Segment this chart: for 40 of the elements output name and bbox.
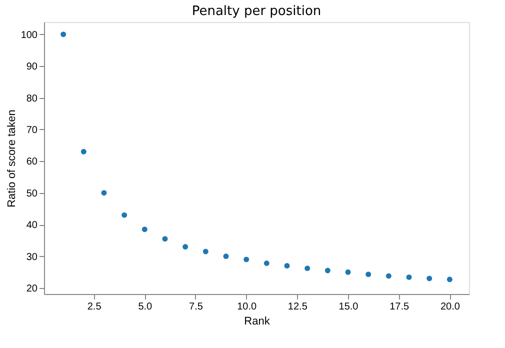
y-tick-label: 20: [26, 283, 38, 294]
point: [446, 276, 452, 282]
x-tick-label: 12.5: [288, 302, 308, 312]
point: [182, 244, 188, 250]
point: [304, 266, 310, 272]
point: [345, 269, 351, 275]
point: [101, 190, 107, 196]
point: [366, 272, 372, 278]
x-tick-label: 7.5: [189, 302, 204, 312]
point: [244, 256, 250, 262]
y-tick-label: 40: [26, 220, 38, 232]
point: [386, 273, 392, 279]
y-tick-label: 90: [26, 62, 38, 73]
point: [324, 268, 330, 274]
y-tick-label: 80: [26, 93, 38, 104]
y-tick-label: 50: [26, 188, 38, 200]
point: [202, 248, 208, 254]
x-tick-label: 17.5: [390, 302, 410, 312]
chart-title: Penalty per position: [192, 4, 322, 19]
x-tick-label: 2.5: [87, 302, 102, 312]
point: [223, 254, 229, 260]
point: [406, 274, 412, 280]
point: [60, 32, 66, 38]
y-tick-label: 30: [26, 252, 38, 263]
y-axis-title: Ratio of score taken: [6, 110, 18, 208]
y-tick-label: 60: [26, 156, 38, 168]
x-tick-label: 5.0: [138, 302, 153, 312]
point: [142, 226, 148, 232]
point: [284, 263, 290, 269]
point: [264, 260, 270, 266]
x-tick-label: 10.0: [237, 302, 257, 312]
y-tick-label: 70: [26, 124, 38, 136]
point: [162, 236, 168, 242]
point: [426, 276, 432, 282]
x-tick-label: 15.0: [338, 302, 359, 312]
x-axis-title: Rank: [244, 316, 270, 328]
point: [122, 212, 128, 218]
point: [80, 148, 86, 154]
x-tick-label: 20.0: [440, 302, 460, 312]
y-tick-label: 100: [20, 30, 38, 41]
